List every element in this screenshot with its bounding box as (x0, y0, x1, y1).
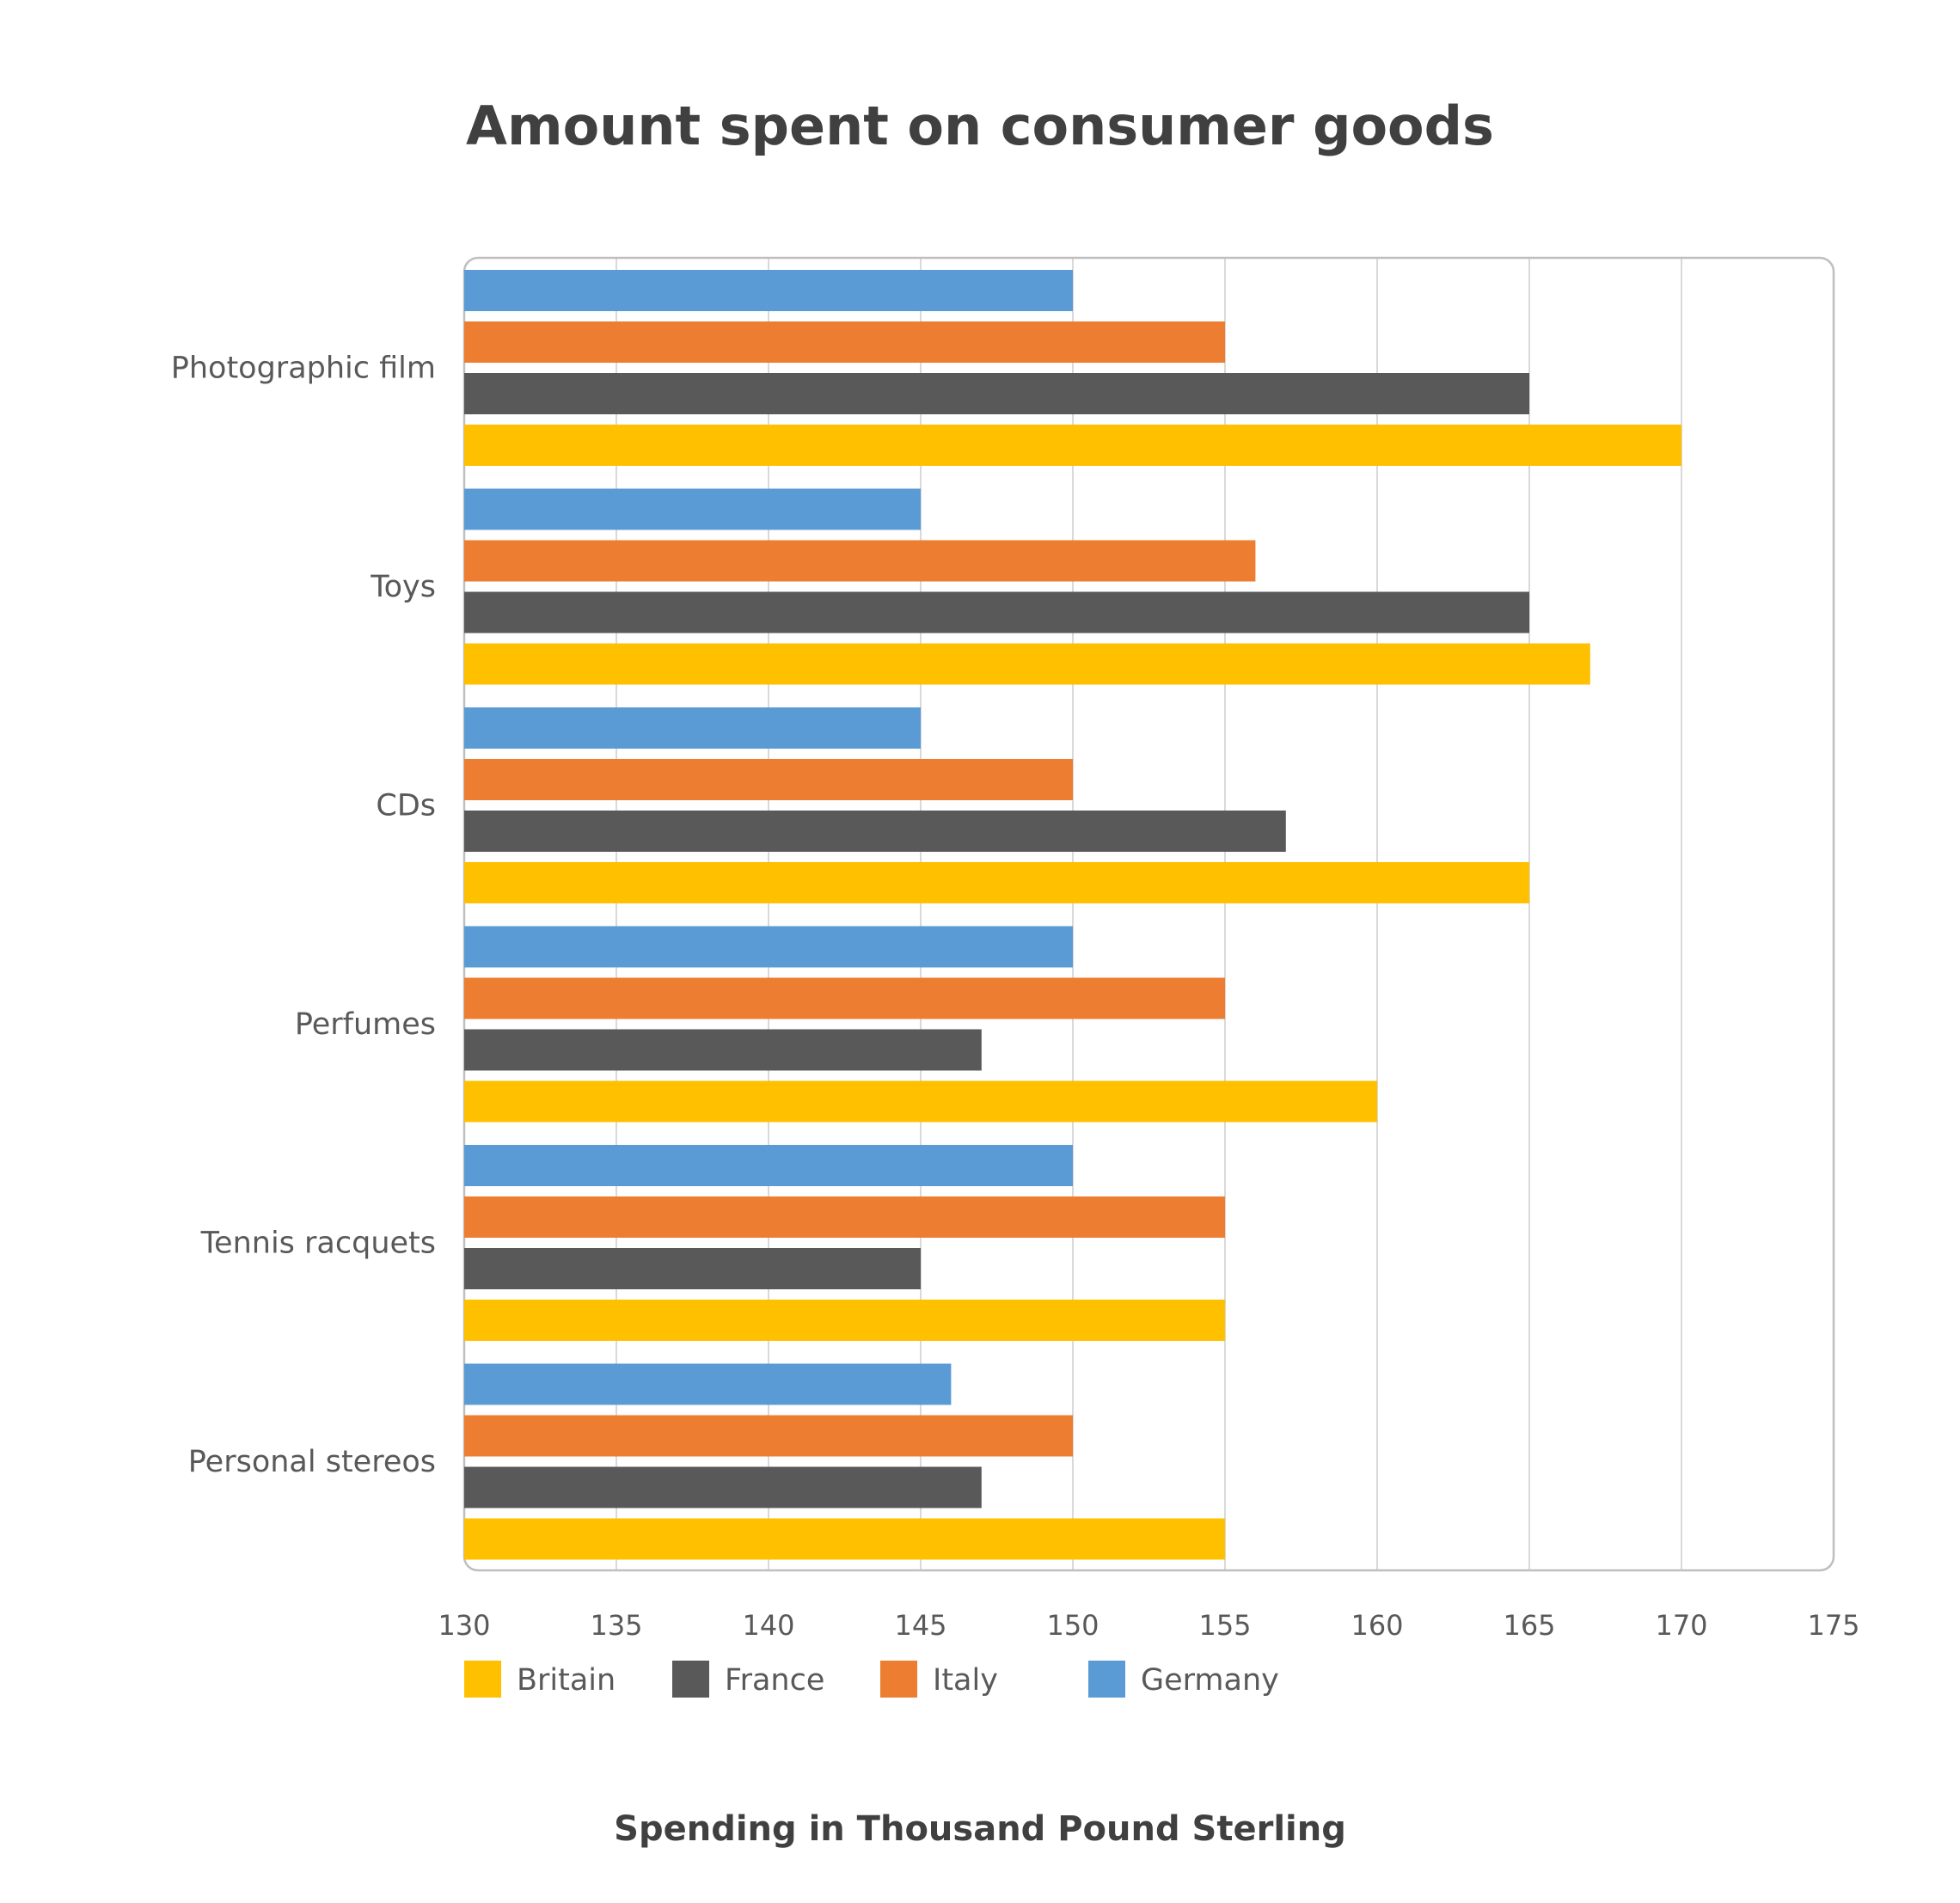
legend-label-france: France (725, 1663, 824, 1698)
legend-label-britain: Britain (517, 1663, 616, 1698)
bars (464, 270, 1681, 1560)
plot-area-border (462, 256, 1835, 1572)
bar-italy-tennis-racquets (464, 1196, 1225, 1238)
category-label: CDs (376, 788, 436, 823)
bar-italy-perfumes (464, 977, 1225, 1019)
bar-germany-cds (464, 707, 921, 749)
x-tick-label: 155 (1198, 1609, 1251, 1642)
x-tick-label: 160 (1351, 1609, 1403, 1642)
category-labels: Photographic film Toys CDs Perfumes Tennis r… (171, 351, 436, 1479)
bar-france-toys (464, 591, 1529, 633)
bar-italy-cds (464, 759, 1073, 800)
legend-swatch-germany (1088, 1661, 1125, 1698)
category-label: Tennis racquets (200, 1226, 436, 1260)
legend-label-germany: Germany (1141, 1663, 1279, 1698)
x-tick-label: 140 (742, 1609, 794, 1642)
x-tick-label: 130 (438, 1609, 490, 1642)
bar-germany-photographic-film (464, 270, 1073, 311)
bar-germany-tennis-racquets (464, 1145, 1073, 1186)
category-label: Personal stereos (188, 1445, 436, 1479)
legend-swatch-france (672, 1661, 709, 1698)
legend-swatch-britain (464, 1661, 501, 1698)
bar-italy-photographic-film (464, 321, 1225, 363)
chart-title: Amount spent on consumer goods (466, 95, 1494, 157)
bar-france-photographic-film (464, 373, 1529, 414)
category-label: Photographic film (171, 351, 436, 385)
gridlines (616, 258, 1682, 1570)
bar-germany-personal-stereos (464, 1363, 952, 1405)
bar-france-tennis-racquets (464, 1248, 921, 1289)
x-tick-label: 145 (894, 1609, 946, 1642)
category-label: Perfumes (295, 1007, 436, 1042)
bar-britain-perfumes (464, 1080, 1377, 1123)
bar-britain-cds (464, 862, 1529, 903)
bar-germany-perfumes (464, 926, 1073, 968)
bar-britain-photographic-film (464, 425, 1681, 466)
bar-britain-tennis-racquets (464, 1300, 1225, 1341)
bar-france-perfumes (464, 1029, 982, 1071)
category-label: Toys (370, 570, 436, 604)
bar-italy-personal-stereos (464, 1415, 1073, 1457)
x-axis-title: Spending in Thousand Pound Sterling (614, 1809, 1346, 1849)
bar-italy-toys (464, 540, 1256, 582)
x-tick-label: 135 (590, 1609, 642, 1642)
legend: Britain France Italy Germany (464, 1661, 1279, 1698)
x-tick-label: 175 (1807, 1609, 1859, 1642)
legend-label-italy: Italy (933, 1663, 998, 1698)
bar-france-personal-stereos (464, 1466, 982, 1508)
legend-swatch-italy (880, 1661, 917, 1698)
x-tick-label: 165 (1503, 1609, 1555, 1642)
bar-britain-personal-stereos (464, 1518, 1225, 1560)
x-tick-label: 170 (1655, 1609, 1707, 1642)
bar-britain-toys (464, 643, 1590, 685)
bar-germany-toys (464, 488, 921, 530)
bar-france-cds (464, 811, 1286, 852)
x-tick-label: 150 (1046, 1609, 1099, 1642)
x-tick-labels: 130 135 140 145 150 155 160 165 170 175 (438, 1609, 1859, 1642)
